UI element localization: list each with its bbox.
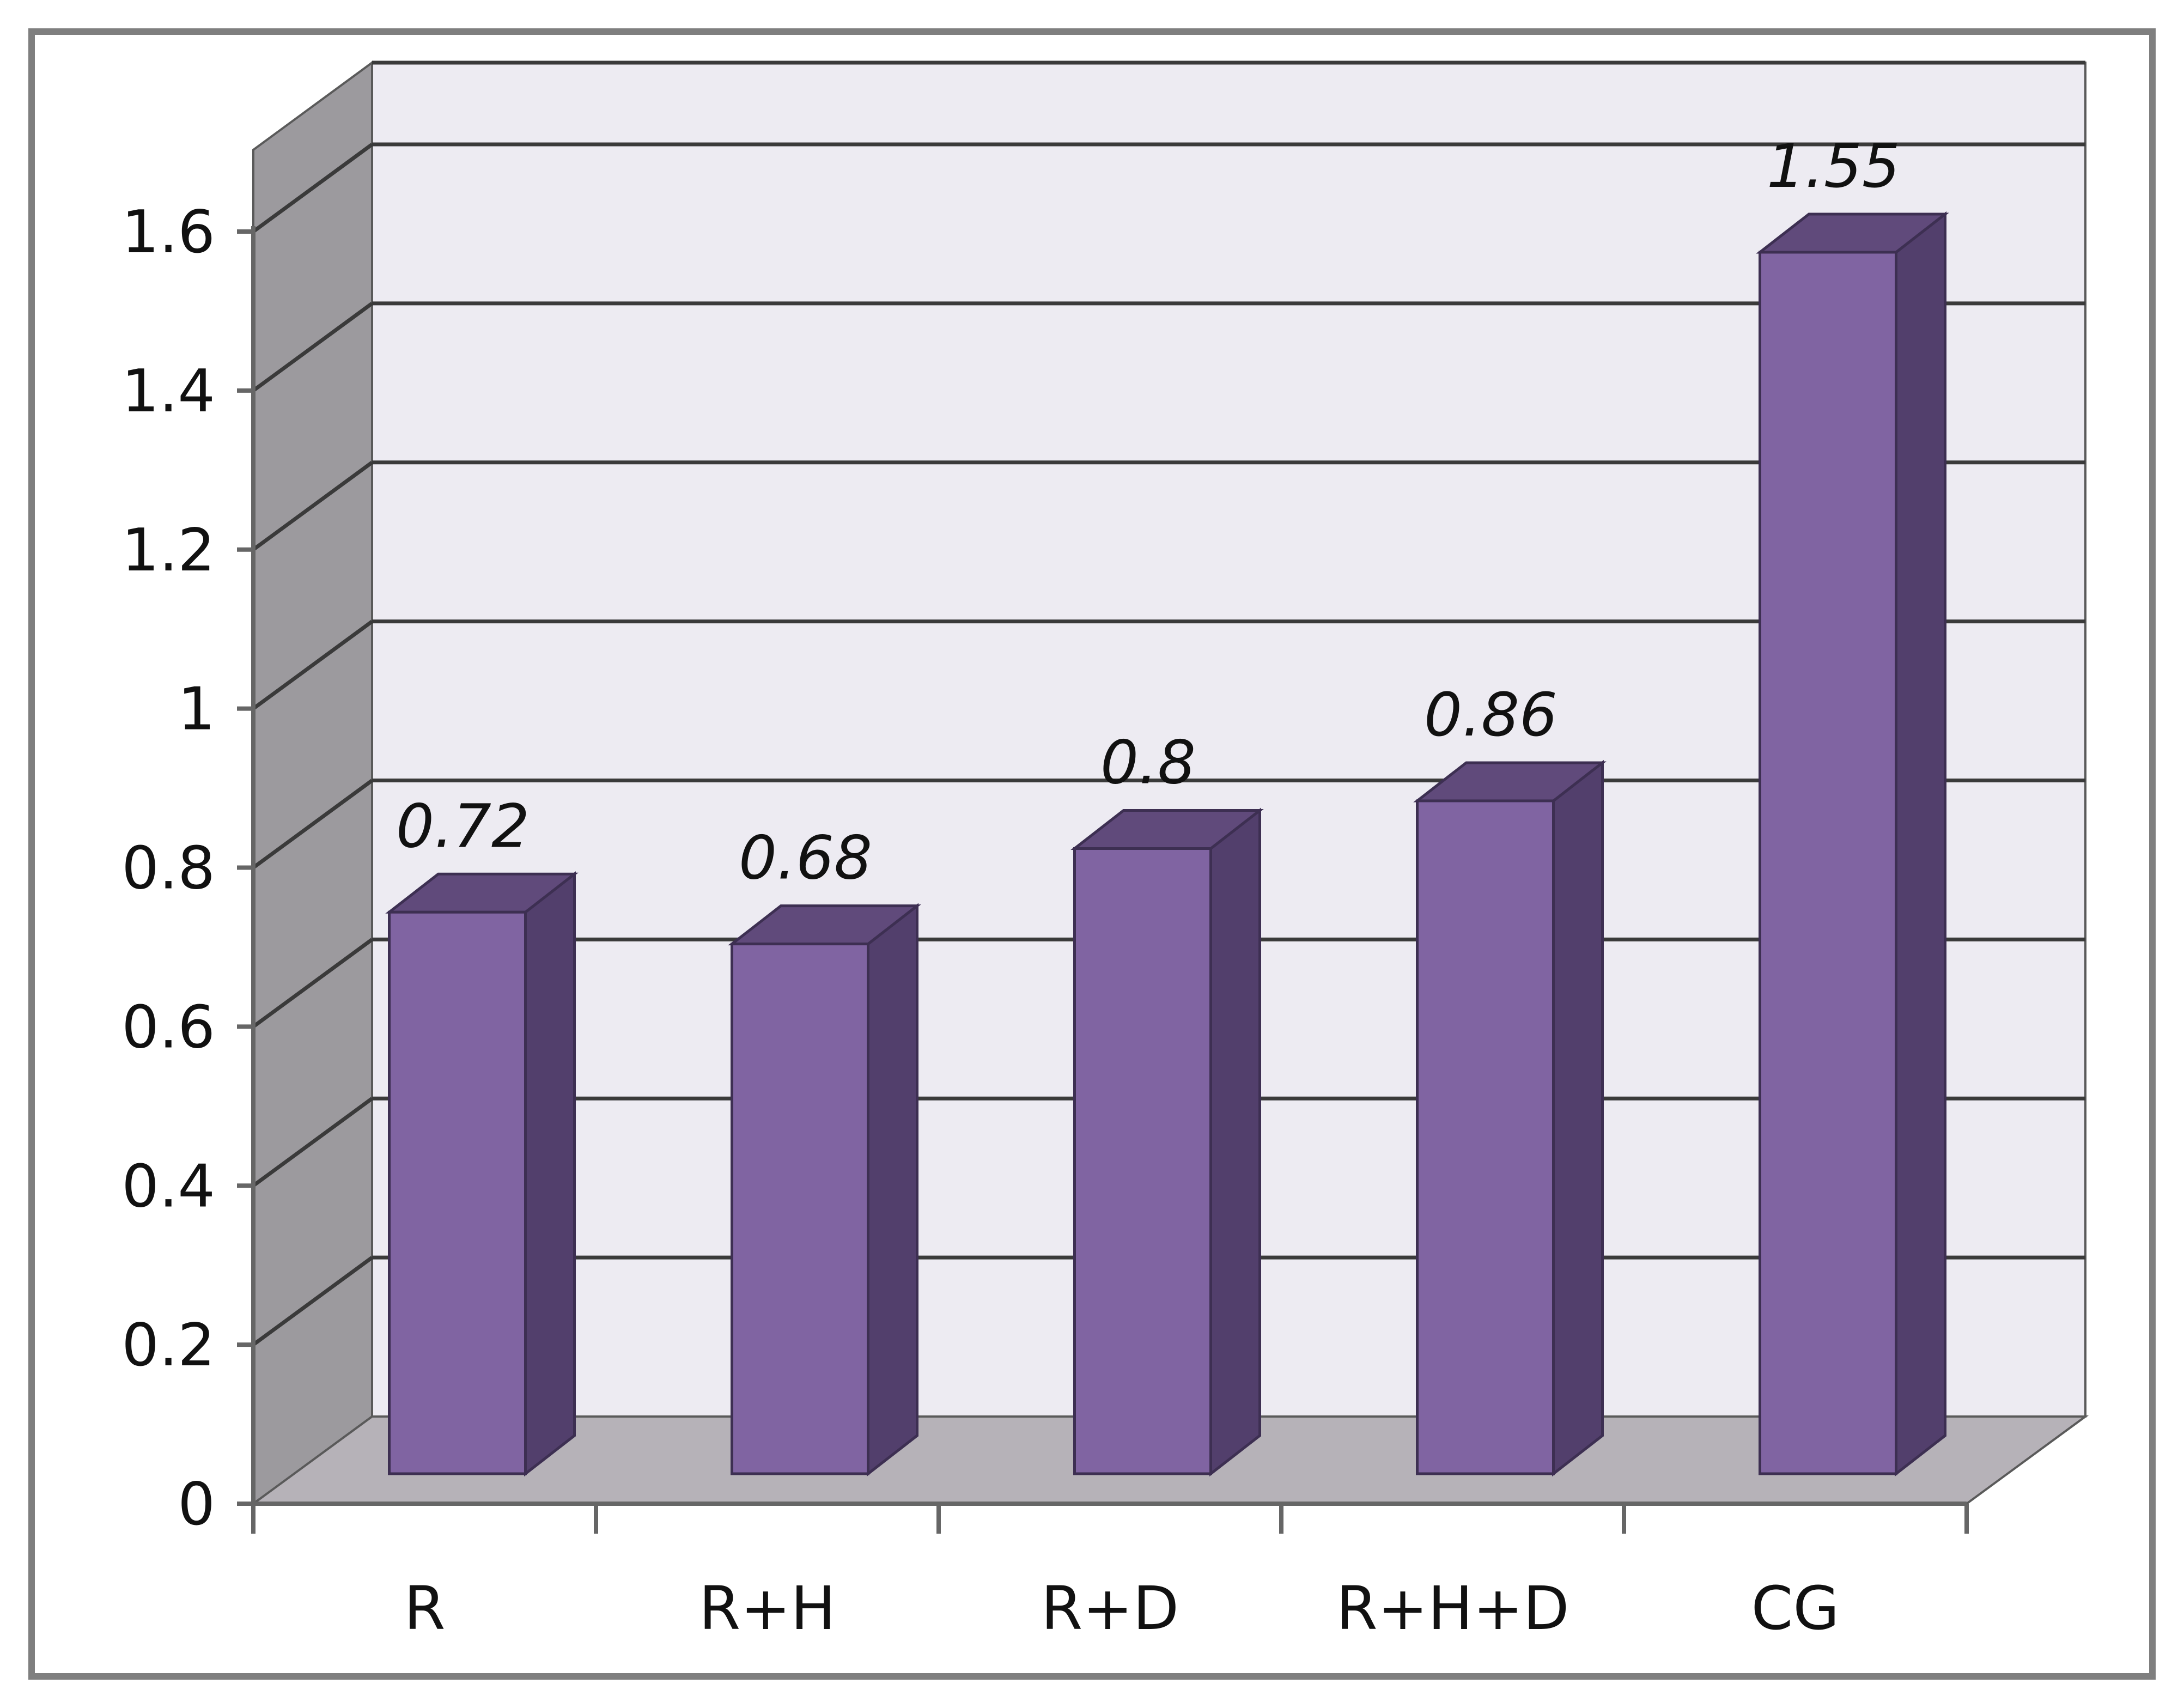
bar [1416,799,1555,1475]
bar [731,943,869,1475]
y-tick-label: 0.6 [121,993,215,1061]
bar [1759,251,1897,1475]
bar-R [385,871,579,1477]
gridline-diagonal [252,1256,374,1346]
gridline-diagonal [252,619,374,710]
category-labels: R R+H R+D R+H+D CG [404,1573,1839,1643]
gridline-diagonal [252,1097,374,1188]
x-tick-label: R+D [1041,1573,1179,1643]
data-label: 0.72 [396,791,530,861]
y-tick-labels: 0 0.2 0.4 0.6 0.8 1 1.2 1.4 1.6 [121,198,215,1539]
bar-CG [1756,211,1949,1477]
data-label: 1.55 [1767,131,1900,201]
bar-side [1552,759,1604,1477]
x-tick-label: R+H [699,1573,836,1643]
x-tick-label: R [404,1573,445,1643]
bar-side [1209,807,1261,1477]
bar-side [524,871,576,1477]
bar-side [867,903,918,1477]
x-tick-label: R+H+D [1336,1573,1569,1643]
y-tick-label: 1.6 [121,198,215,266]
y-tick-label: 1 [178,676,215,744]
x-tick-label: CG [1751,1573,1839,1643]
data-label: 0.68 [739,823,872,893]
data-labels: 0.72 0.68 0.8 0.86 1.55 [396,131,1900,893]
y-tick-label: 1.2 [121,516,215,585]
bar-R+D [1070,807,1264,1477]
bar-side [1895,211,1946,1477]
side-wall [252,60,373,1506]
data-label: 0.8 [1100,728,1196,798]
y-tick-label: 0.8 [121,835,215,903]
gridline-diagonal [252,938,374,1029]
y-tick-label: 0.4 [121,1152,215,1220]
axes [237,226,1969,1534]
gridline-diagonal [252,779,374,870]
data-label: 0.86 [1424,680,1558,750]
y-tick-label: 0.2 [121,1311,215,1379]
gridline-diagonal [252,302,374,392]
y-tick-label: 0 [178,1470,215,1539]
bar [1073,847,1212,1475]
bars [385,211,1949,1477]
gridline-diagonal [252,460,374,551]
bar-R+H+D [1413,759,1607,1477]
gridline-diagonal [252,143,374,233]
bar [388,910,527,1475]
y-tick-label: 1.4 [121,357,215,426]
bar-R+H [728,903,921,1477]
